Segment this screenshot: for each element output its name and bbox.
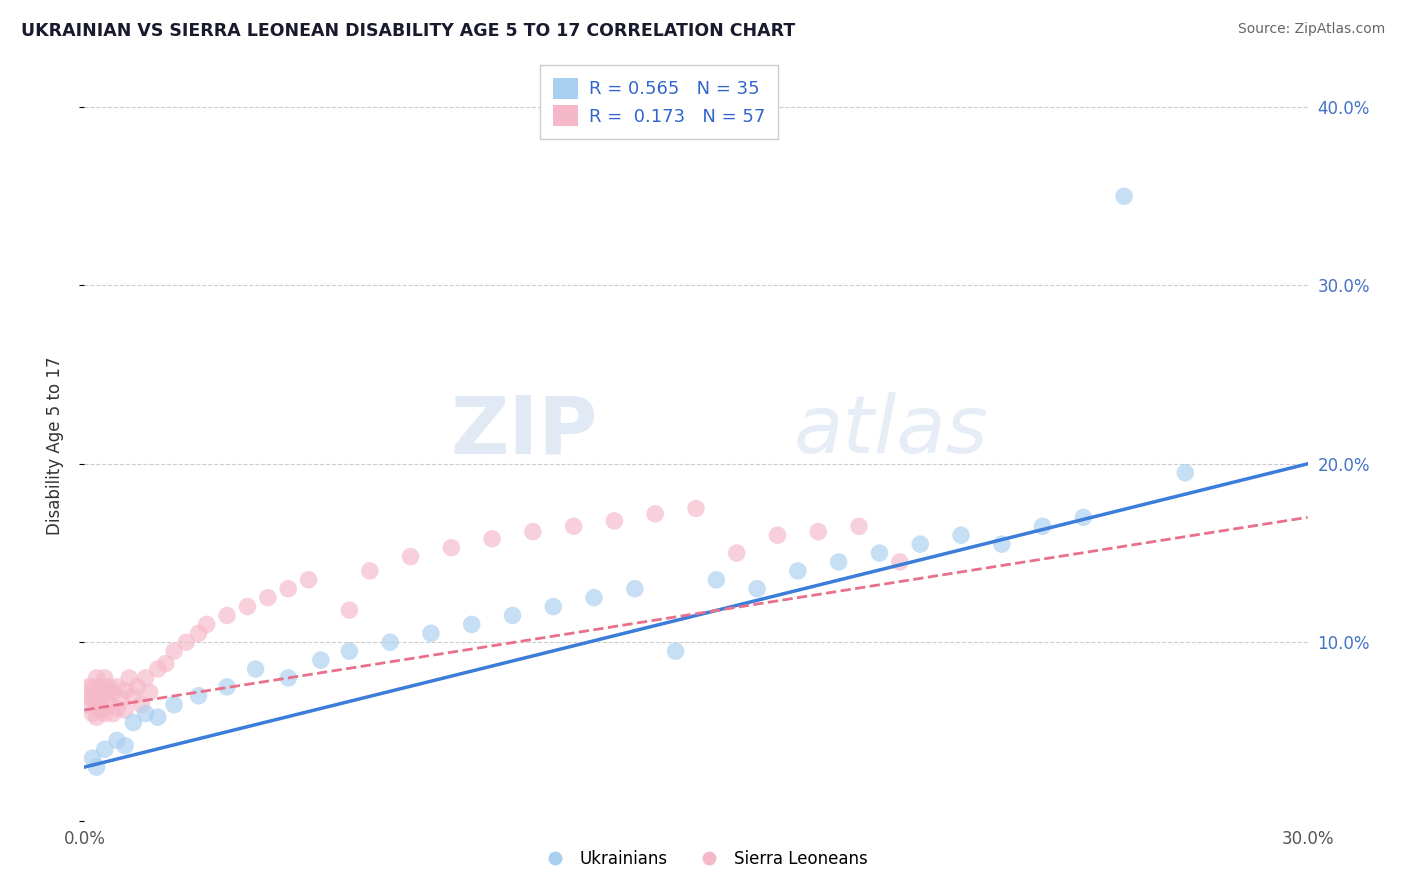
Point bbox=[114, 739, 136, 753]
Point bbox=[195, 617, 218, 632]
Point bbox=[257, 591, 280, 605]
Point bbox=[950, 528, 973, 542]
Point bbox=[910, 537, 932, 551]
Point bbox=[522, 524, 544, 539]
Point bbox=[93, 706, 115, 721]
Point bbox=[1114, 189, 1136, 203]
Point bbox=[105, 733, 128, 747]
Point bbox=[82, 692, 104, 706]
Point bbox=[766, 528, 789, 542]
Point bbox=[82, 751, 104, 765]
Point bbox=[90, 703, 112, 717]
Point bbox=[114, 703, 136, 717]
Point bbox=[105, 680, 128, 694]
Text: UKRAINIAN VS SIERRA LEONEAN DISABILITY AGE 5 TO 17 CORRELATION CHART: UKRAINIAN VS SIERRA LEONEAN DISABILITY A… bbox=[21, 22, 796, 40]
Point bbox=[1073, 510, 1095, 524]
Point bbox=[747, 582, 769, 596]
Point bbox=[127, 680, 149, 694]
Point bbox=[1174, 466, 1197, 480]
Point bbox=[420, 626, 443, 640]
Point bbox=[101, 685, 124, 699]
Point bbox=[725, 546, 748, 560]
Point bbox=[380, 635, 402, 649]
Point bbox=[101, 706, 124, 721]
Legend: R = 0.565   N = 35, R =  0.173   N = 57: R = 0.565 N = 35, R = 0.173 N = 57 bbox=[540, 65, 778, 139]
Point bbox=[135, 671, 157, 685]
Point bbox=[174, 635, 197, 649]
Point bbox=[187, 689, 209, 703]
Point bbox=[359, 564, 381, 578]
Point bbox=[298, 573, 321, 587]
Point bbox=[146, 662, 169, 676]
Y-axis label: Disability Age 5 to 17: Disability Age 5 to 17 bbox=[45, 357, 63, 535]
Point bbox=[848, 519, 870, 533]
Point bbox=[624, 582, 647, 596]
Point bbox=[93, 742, 115, 756]
Point bbox=[93, 689, 115, 703]
Point bbox=[217, 680, 239, 694]
Point bbox=[309, 653, 332, 667]
Text: ZIP: ZIP bbox=[451, 392, 598, 470]
Point bbox=[82, 680, 104, 694]
Point bbox=[77, 680, 100, 694]
Point bbox=[889, 555, 911, 569]
Point bbox=[828, 555, 851, 569]
Point bbox=[339, 644, 361, 658]
Point bbox=[122, 715, 145, 730]
Point bbox=[277, 671, 299, 685]
Point bbox=[277, 582, 299, 596]
Point bbox=[77, 698, 100, 712]
Point bbox=[461, 617, 484, 632]
Point bbox=[562, 519, 585, 533]
Point bbox=[603, 514, 626, 528]
Point bbox=[86, 689, 108, 703]
Point bbox=[90, 680, 112, 694]
Point bbox=[114, 683, 136, 698]
Point bbox=[97, 698, 120, 712]
Point bbox=[135, 706, 157, 721]
Text: atlas: atlas bbox=[794, 392, 988, 470]
Point bbox=[665, 644, 688, 658]
Point bbox=[86, 760, 108, 774]
Point bbox=[685, 501, 707, 516]
Point bbox=[187, 626, 209, 640]
Point bbox=[105, 701, 128, 715]
Point bbox=[77, 689, 100, 703]
Legend: Ukrainians, Sierra Leoneans: Ukrainians, Sierra Leoneans bbox=[531, 844, 875, 875]
Point bbox=[110, 692, 132, 706]
Point bbox=[122, 689, 145, 703]
Point bbox=[440, 541, 463, 555]
Point bbox=[217, 608, 239, 623]
Point bbox=[86, 710, 108, 724]
Point bbox=[787, 564, 810, 578]
Point bbox=[163, 644, 186, 658]
Point bbox=[90, 692, 112, 706]
Point bbox=[706, 573, 728, 587]
Point bbox=[869, 546, 891, 560]
Point bbox=[93, 671, 115, 685]
Point bbox=[118, 671, 141, 685]
Point bbox=[138, 685, 160, 699]
Point bbox=[163, 698, 186, 712]
Point bbox=[543, 599, 565, 614]
Point bbox=[481, 532, 503, 546]
Point bbox=[644, 507, 666, 521]
Point bbox=[245, 662, 267, 676]
Point bbox=[131, 698, 153, 712]
Point bbox=[399, 549, 422, 564]
Point bbox=[339, 603, 361, 617]
Point bbox=[583, 591, 606, 605]
Point bbox=[1032, 519, 1054, 533]
Point bbox=[236, 599, 259, 614]
Point bbox=[807, 524, 830, 539]
Text: Source: ZipAtlas.com: Source: ZipAtlas.com bbox=[1237, 22, 1385, 37]
Point bbox=[82, 706, 104, 721]
Point bbox=[146, 710, 169, 724]
Point bbox=[86, 698, 108, 712]
Point bbox=[502, 608, 524, 623]
Point bbox=[991, 537, 1014, 551]
Point bbox=[86, 671, 108, 685]
Point bbox=[97, 680, 120, 694]
Point bbox=[155, 657, 177, 671]
